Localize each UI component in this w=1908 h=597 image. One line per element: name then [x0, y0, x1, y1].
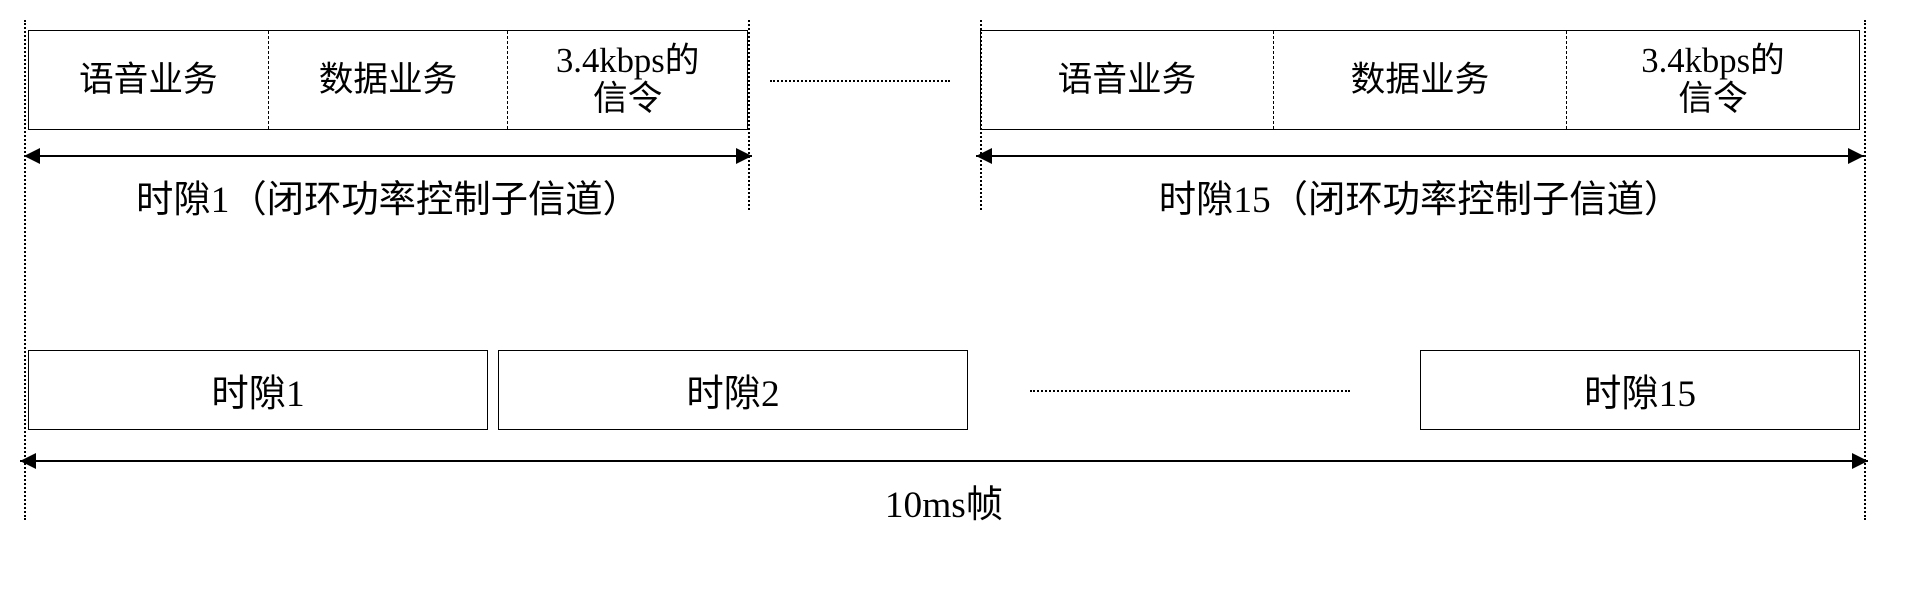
frame-slot-15-label: 时隙15: [1584, 363, 1696, 417]
frame-slot-15: 时隙15: [1420, 350, 1860, 430]
slot1-detail: 语音业务 数据业务 3.4kbps的 信令: [28, 30, 748, 130]
frame-slot-1: 时隙1: [28, 350, 488, 430]
frame-slot-2: 时隙2: [498, 350, 968, 430]
frame-slot-1-label: 时隙1: [211, 363, 304, 417]
slot1-signaling: 3.4kbps的 信令: [508, 31, 747, 129]
slot15-data: 数据业务: [1274, 31, 1567, 129]
slot15-voice: 语音业务: [981, 31, 1274, 129]
slot15-detail: 语音业务 数据业务 3.4kbps的 信令: [980, 30, 1860, 130]
frame-ellipsis: [1030, 390, 1350, 392]
arrow-line: [24, 155, 752, 157]
arrowhead-left-icon: [976, 148, 992, 164]
arrowhead-right-icon: [1852, 453, 1868, 469]
top-ellipsis: [770, 80, 950, 82]
vguide-right: [1864, 20, 1866, 520]
slot1-voice: 语音业务: [29, 31, 269, 129]
vguide-left: [24, 20, 26, 520]
slot15-span: 时隙15（闭环功率控制子信道）: [976, 145, 1864, 185]
slot15-signaling: 3.4kbps的 信令: [1567, 31, 1859, 129]
frame-span-label: 10ms帧: [20, 474, 1868, 528]
slot1-span-label: 时隙1（闭环功率控制子信道）: [24, 169, 752, 223]
slot1-data: 数据业务: [269, 31, 509, 129]
arrow-line: [20, 460, 1868, 462]
frame-span: 10ms帧: [20, 450, 1868, 490]
timing-diagram: 语音业务 数据业务 3.4kbps的 信令 语音业务 数据业务 3.4kbps的…: [20, 20, 1888, 577]
arrowhead-left-icon: [24, 148, 40, 164]
slot15-span-label: 时隙15（闭环功率控制子信道）: [976, 169, 1864, 223]
arrow-line: [976, 155, 1864, 157]
slot1-span: 时隙1（闭环功率控制子信道）: [24, 145, 752, 185]
arrowhead-left-icon: [20, 453, 36, 469]
frame-slot-2-label: 时隙2: [686, 363, 779, 417]
arrowhead-right-icon: [1848, 148, 1864, 164]
arrowhead-right-icon: [736, 148, 752, 164]
